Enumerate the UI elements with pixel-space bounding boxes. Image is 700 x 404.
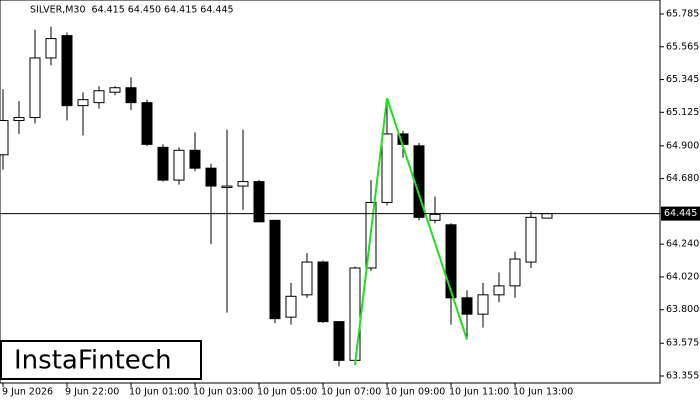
candle-body [493,285,505,296]
candle-body [285,295,297,318]
candle-body [317,261,329,323]
candle-body [221,185,233,189]
x-tick-label: 10 Jun 09:00 [385,387,445,398]
candle-body [253,181,265,223]
candle-body [541,213,553,219]
candle-body [125,87,137,104]
candle-body [189,149,201,169]
y-tick-label: 65.565 [666,41,699,52]
y-tick-label: 64.680 [666,173,699,184]
x-tick-label: 10 Jun 01:00 [129,387,189,398]
logo-box [0,340,202,380]
y-tick-label: 64.240 [666,239,699,250]
candle-body [525,216,537,263]
y-tick-label: 65.345 [666,74,699,85]
candle-body [205,167,217,187]
y-tick-label: 63.800 [666,304,699,315]
x-tick-label: 10 Jun 07:00 [321,387,381,398]
candle-body [29,57,41,119]
price-label-box [661,206,700,221]
plot-frame [0,0,661,384]
y-tick-label: 64.020 [666,271,699,282]
candle-body [61,35,73,107]
candle-body [141,102,153,145]
candle-body [381,133,393,203]
candle-body [349,267,361,361]
candle-body [237,181,249,187]
candle-body [93,90,105,104]
candle-body [461,297,473,315]
candle-body [13,117,25,122]
y-tick-label: 63.575 [666,338,699,349]
y-tick-label: 63.355 [666,371,699,382]
chart-header: SILVER,M30 64.415 64.450 64.415 64.445 [30,5,234,16]
price-label: 64.445 [664,208,697,219]
x-tick-label: 9 Jun 22:00 [65,387,119,398]
candle-body [173,149,185,181]
candle-body [333,321,345,361]
candle-body [509,258,521,287]
candle-body [301,261,313,296]
candle-body [109,87,121,93]
pattern-line [354,97,468,365]
candle-body [477,294,489,315]
candle-body [429,213,441,221]
x-tick-label: 10 Jun 03:00 [193,387,253,398]
candle-body [157,146,169,181]
logo: InstaFintech [14,346,172,376]
y-tick-label: 65.785 [666,9,699,20]
x-tick-label: 10 Jun 13:00 [513,387,573,398]
x-tick-label: 9 Jun 2026 [2,387,53,398]
candle-body [45,38,57,59]
plot [0,26,553,367]
candle-body [269,219,281,320]
x-tick-label: 10 Jun 11:00 [449,387,509,398]
y-tick-label: 64.900 [666,140,699,151]
candle-body [0,120,9,156]
candle-body [77,99,89,107]
x-tick-label: 10 Jun 05:00 [257,387,317,398]
y-tick-label: 65.125 [666,107,699,118]
candle-body [445,224,457,299]
